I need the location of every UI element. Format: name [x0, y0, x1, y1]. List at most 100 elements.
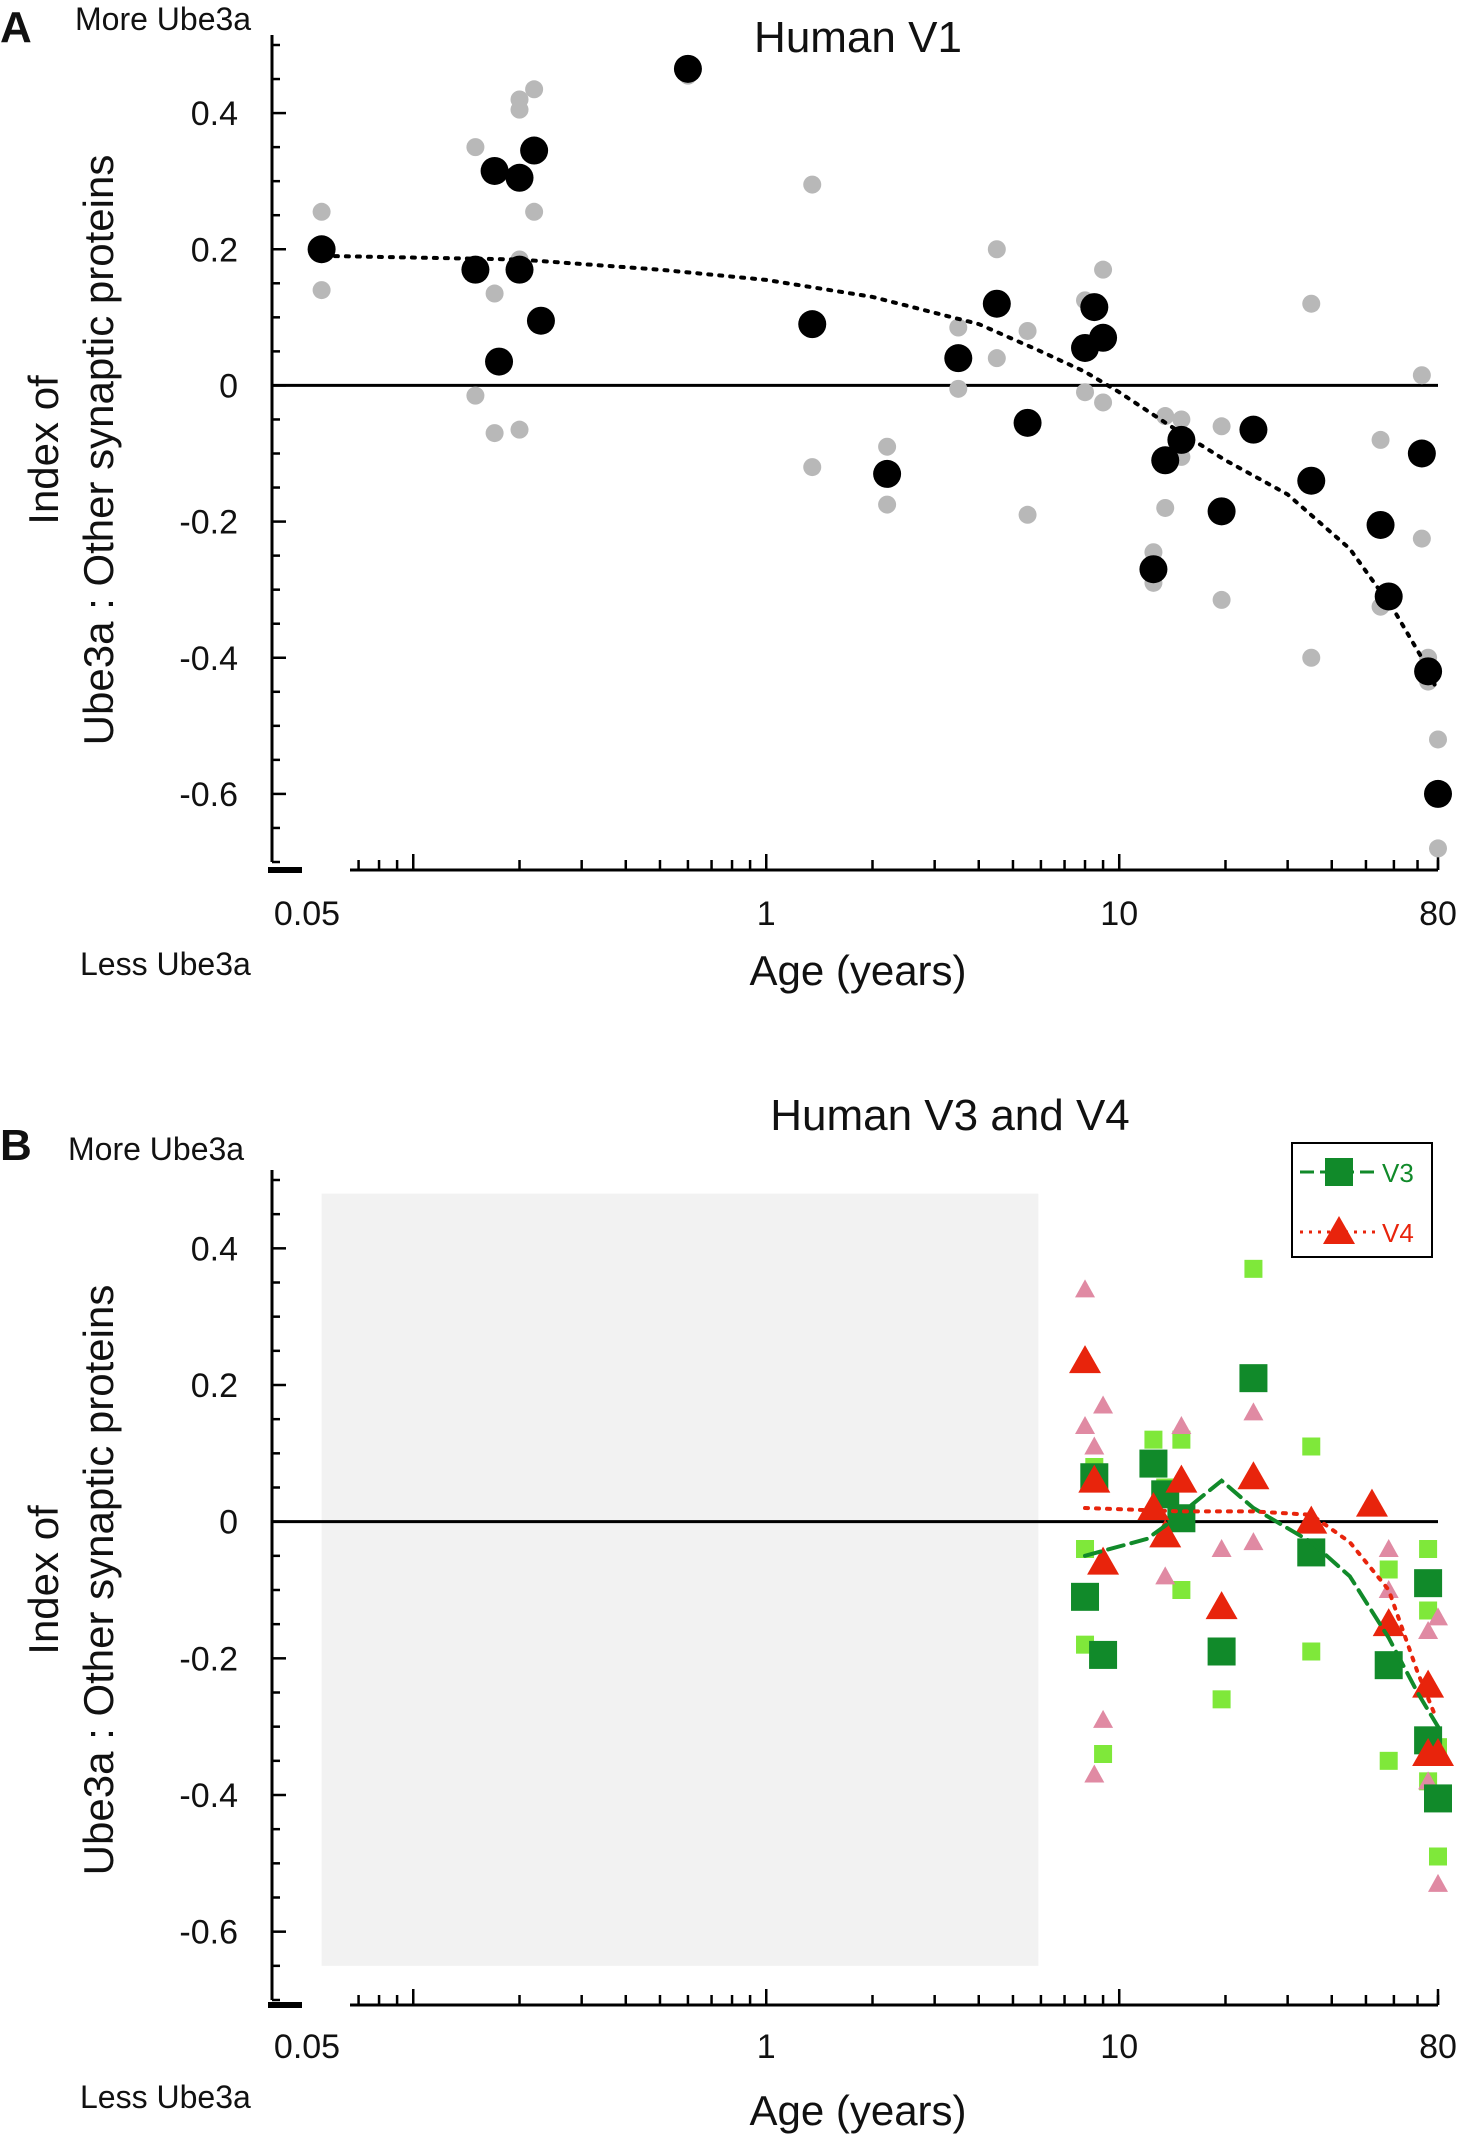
legend: V3 V4 — [1291, 1142, 1433, 1258]
data-point — [1424, 1784, 1452, 1813]
y-tick-label: -0.4 — [179, 640, 238, 678]
data-point — [1424, 779, 1452, 808]
data-point — [1418, 1621, 1439, 1639]
bottom-note: Less Ube3a — [80, 946, 251, 982]
data-point — [878, 437, 897, 456]
y-tick-label: 0.2 — [191, 231, 238, 269]
y-tick-label: -0.2 — [179, 504, 238, 542]
x-tick-label: 1 — [757, 2028, 776, 2066]
trend-line — [1083, 1506, 1437, 1715]
legend-marker — [1325, 1158, 1353, 1186]
data-point — [878, 495, 897, 514]
legend-marker — [1323, 1216, 1355, 1244]
data-point — [1080, 293, 1109, 322]
data-point — [1295, 1505, 1328, 1534]
x-axis-label: Age (years) — [749, 2087, 966, 2134]
y-tick-label: 0 — [219, 367, 238, 405]
data-point — [987, 240, 1006, 259]
series-v3-mean — [1071, 1364, 1452, 1813]
data-point — [1414, 1569, 1443, 1598]
data-point — [1172, 410, 1191, 429]
data-point — [1207, 497, 1236, 526]
data-point — [1139, 555, 1168, 584]
y-axis-label-line1: Index of — [20, 1505, 67, 1655]
data-point — [1151, 446, 1180, 475]
data-point — [1084, 1764, 1105, 1783]
panel-b: B Human V3 and V4 More Ube3a Less Ube3a 0.4 0… — [0, 1091, 1457, 2134]
data-point — [1156, 407, 1175, 426]
data-point — [1374, 582, 1403, 611]
data-point — [1239, 1364, 1268, 1393]
legend-box — [1291, 1142, 1433, 1258]
y-axis-label-line2: Ube3a : Other synaptic proteins — [75, 155, 122, 746]
legend-label: V3 — [1382, 1158, 1414, 1188]
data-point — [803, 175, 822, 194]
data-point — [1093, 1395, 1114, 1414]
data-point — [485, 284, 504, 303]
data-point — [1378, 1539, 1399, 1557]
data-point — [873, 459, 902, 488]
x-tick-label: 0.05 — [274, 895, 340, 933]
y-axis-label-line1: Index of — [20, 375, 67, 525]
data-point — [1094, 1745, 1113, 1763]
data-point — [1093, 1709, 1114, 1728]
data-point — [1156, 498, 1175, 517]
data-point — [673, 54, 702, 83]
data-point — [1211, 1539, 1232, 1557]
y-tick-label: -0.2 — [179, 1640, 238, 1678]
y-tick-label: -0.6 — [179, 776, 238, 814]
data-point — [1087, 1546, 1120, 1575]
data-point — [1422, 1738, 1454, 1766]
chart-title: Human V3 and V4 — [770, 1091, 1130, 1140]
data-point — [1069, 1345, 1102, 1374]
data-point — [1428, 1873, 1448, 1892]
data-point — [1149, 1519, 1182, 1548]
data-point — [1172, 1430, 1191, 1449]
data-point — [1379, 1560, 1398, 1579]
x-tick-label: 0.05 — [274, 2028, 340, 2066]
y-tick-label: 0 — [219, 1504, 238, 1542]
data-point — [1139, 1449, 1168, 1478]
data-point — [1244, 1259, 1263, 1278]
series-sample-mean — [307, 54, 1452, 808]
series-trend — [332, 254, 1440, 694]
series-v3-trend — [1083, 1478, 1440, 1729]
series-individual-replicates — [312, 56, 1447, 858]
data-point — [520, 136, 549, 165]
data-point — [1075, 1416, 1096, 1434]
data-point — [1412, 1669, 1445, 1698]
data-point — [798, 310, 827, 339]
legend-label: V4 — [1382, 1218, 1414, 1248]
series-v4-replicates — [1075, 1279, 1448, 1892]
data-point — [1302, 648, 1321, 667]
data-point — [1071, 1582, 1100, 1611]
data-point — [312, 281, 331, 300]
data-point — [803, 458, 822, 477]
data-point — [1075, 1279, 1096, 1298]
data-point — [1144, 1430, 1163, 1449]
data-point — [1094, 260, 1113, 279]
x-tick-label: 10 — [1100, 2028, 1138, 2066]
data-point — [1429, 1847, 1447, 1866]
y-tick-label: 0.2 — [191, 1367, 238, 1405]
data-point — [1167, 425, 1196, 454]
data-point — [1212, 417, 1231, 436]
data-point — [1412, 529, 1431, 548]
top-note: More Ube3a — [68, 1131, 244, 1167]
series-v4-mean — [1069, 1345, 1454, 1766]
data-point — [1243, 1532, 1264, 1551]
data-point — [307, 235, 336, 264]
data-point — [525, 80, 544, 99]
data-point — [1355, 1488, 1388, 1517]
data-point — [505, 255, 534, 284]
data-point — [1155, 1566, 1176, 1585]
data-point — [1018, 321, 1037, 340]
y-tick-label: -0.6 — [179, 1914, 238, 1952]
data-point — [1171, 1416, 1192, 1434]
data-point — [1429, 730, 1447, 749]
data-point — [1018, 505, 1037, 524]
data-point — [485, 347, 514, 376]
data-point — [1237, 1461, 1270, 1490]
bottom-note: Less Ube3a — [80, 2079, 251, 2115]
data-point — [466, 386, 485, 405]
